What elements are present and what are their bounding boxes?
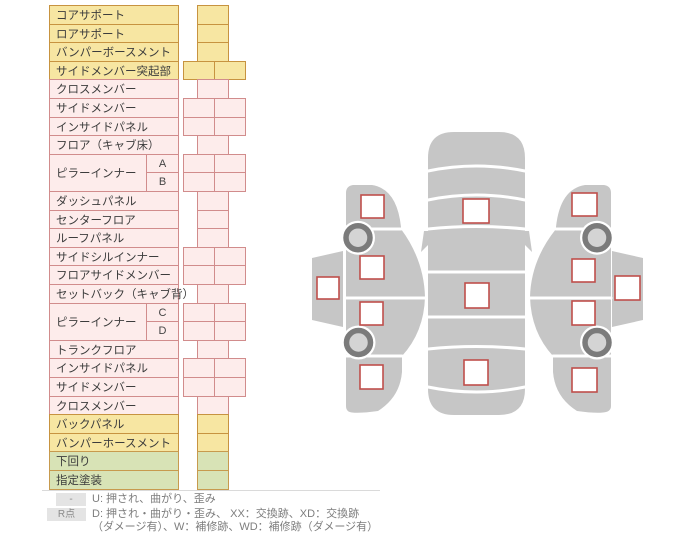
marker-left-side-rear-door[interactable] bbox=[359, 301, 384, 326]
marker-right-side-rear-door[interactable] bbox=[571, 300, 596, 326]
grade-cell[interactable] bbox=[183, 303, 215, 322]
marker-left-side-front-door[interactable] bbox=[359, 255, 385, 280]
grade-cell[interactable] bbox=[197, 470, 229, 490]
part-label: ピラーインナー bbox=[49, 303, 147, 341]
part-label: サイドメンバー bbox=[49, 98, 179, 118]
top-view-section-line bbox=[426, 225, 527, 231]
grade-cell[interactable] bbox=[183, 265, 215, 285]
marker-top-trunk[interactable] bbox=[463, 359, 489, 386]
right-rear-wheel-icon bbox=[582, 327, 612, 358]
top-view-section-line bbox=[426, 193, 527, 202]
grade-cell[interactable] bbox=[214, 61, 246, 80]
marker-right-side-front-door[interactable] bbox=[571, 258, 596, 283]
marker-top-hood[interactable] bbox=[462, 198, 490, 224]
grade-cell[interactable] bbox=[214, 265, 246, 285]
damage-markers bbox=[316, 192, 641, 393]
grade-cell[interactable] bbox=[183, 117, 215, 136]
grade-cell[interactable] bbox=[183, 61, 215, 80]
right-front-wheel-icon bbox=[582, 222, 612, 253]
part-label: ダッシュパネル bbox=[49, 191, 179, 211]
legend-text-r-line2: （ダメージ有）、W：補修跡、WD：補修跡（ダメージ有） bbox=[92, 521, 379, 533]
top-view-section-line bbox=[426, 385, 527, 394]
grade-cell[interactable] bbox=[183, 321, 215, 341]
part-label: コアサポート bbox=[49, 5, 179, 25]
grade-cell[interactable] bbox=[214, 303, 246, 322]
grade-cell[interactable] bbox=[183, 98, 215, 118]
part-label: センターフロア bbox=[49, 210, 179, 229]
part-label: クロスメンバー bbox=[49, 79, 179, 99]
grade-cell[interactable] bbox=[197, 79, 229, 99]
grade-cell[interactable] bbox=[183, 358, 215, 378]
grade-cell[interactable] bbox=[197, 284, 229, 304]
part-label: ピラーインナー bbox=[49, 154, 147, 192]
parts-damage-table: コアサポート ロアサポート バンパーボースメント サイドメンバー突起部 クロスメンバーサ… bbox=[49, 0, 299, 492]
grade-cell[interactable] bbox=[214, 247, 246, 266]
marker-right-side-front-fender[interactable] bbox=[571, 192, 598, 217]
grade-cell[interactable] bbox=[214, 98, 246, 118]
part-label: バンパーホースメント bbox=[49, 433, 179, 452]
part-label: 指定塗装 bbox=[49, 470, 179, 490]
legend-divider bbox=[42, 490, 380, 491]
legend-key-u: - bbox=[56, 493, 86, 506]
legend-key-rten: R点 bbox=[47, 508, 86, 521]
part-label: バックパネル bbox=[49, 414, 179, 434]
pillar-sub-label: C bbox=[146, 303, 179, 322]
grade-cell[interactable] bbox=[197, 396, 229, 415]
pillar-sub-label: B bbox=[146, 172, 179, 192]
grade-cell[interactable] bbox=[197, 210, 229, 229]
part-label: サイドメンバー bbox=[49, 377, 179, 397]
top-view-section-line bbox=[426, 345, 527, 351]
part-label: バンパーボースメント bbox=[49, 42, 179, 62]
part-label: フロアサイドメンバー bbox=[49, 265, 179, 285]
grade-cell[interactable] bbox=[183, 247, 215, 266]
marker-top-roof[interactable] bbox=[464, 282, 490, 309]
grade-cell[interactable] bbox=[197, 414, 229, 434]
legend-text-r-line1: D: 押され・曲がり・歪み、 XX：交換跡、XD：交換跡 bbox=[92, 508, 360, 520]
car-top-right-mirror-wing bbox=[511, 231, 532, 252]
grade-cell[interactable] bbox=[183, 377, 215, 397]
part-label: セットバック（キャブ背） bbox=[49, 284, 194, 304]
part-label: クロスメンバー bbox=[49, 396, 179, 415]
car-diagram bbox=[312, 132, 643, 415]
grade-cell[interactable] bbox=[197, 340, 229, 359]
part-label: ロアサポート bbox=[49, 24, 179, 43]
grade-cell[interactable] bbox=[214, 154, 246, 173]
car-top-left-mirror-wing bbox=[421, 231, 442, 252]
marker-left-side-sill[interactable] bbox=[316, 276, 340, 300]
legend-text-u: U: 押され、曲がり、歪み bbox=[92, 493, 216, 505]
grade-cell[interactable] bbox=[197, 135, 229, 155]
grade-cell[interactable] bbox=[197, 228, 229, 248]
part-label: サイドメンバー突起部 bbox=[49, 61, 179, 80]
part-label: フロア（キャブ床） bbox=[49, 135, 179, 155]
grade-cell[interactable] bbox=[214, 358, 246, 378]
grade-cell[interactable] bbox=[197, 451, 229, 471]
grade-cell[interactable] bbox=[214, 117, 246, 136]
grade-cell[interactable] bbox=[197, 433, 229, 452]
part-label: インサイドパネル bbox=[49, 117, 179, 136]
part-label: サイドシルインナー bbox=[49, 247, 179, 266]
marker-right-side-rear-fender[interactable] bbox=[571, 367, 598, 393]
marker-right-side-sill[interactable] bbox=[614, 275, 641, 301]
grade-cell[interactable] bbox=[197, 42, 229, 62]
part-label: ルーフパネル bbox=[49, 228, 179, 248]
grade-cell[interactable] bbox=[197, 5, 229, 25]
marker-left-side-rear-fender[interactable] bbox=[359, 364, 384, 390]
part-label: 下回り bbox=[49, 451, 179, 471]
grade-cell[interactable] bbox=[214, 321, 246, 341]
grade-cell[interactable] bbox=[214, 377, 246, 397]
grade-cell[interactable] bbox=[183, 172, 215, 192]
pillar-sub-label: A bbox=[146, 154, 179, 173]
marker-left-side-front-fender[interactable] bbox=[360, 194, 385, 219]
left-front-wheel-icon bbox=[343, 222, 373, 253]
pillar-sub-label: D bbox=[146, 321, 179, 341]
grade-cell[interactable] bbox=[197, 24, 229, 43]
grade-cell[interactable] bbox=[183, 154, 215, 173]
left-rear-wheel-icon bbox=[343, 327, 374, 358]
part-label: インサイドパネル bbox=[49, 358, 179, 378]
part-label: トランクフロア bbox=[49, 340, 179, 359]
grade-cell[interactable] bbox=[214, 172, 246, 192]
top-view-section-line bbox=[426, 164, 527, 173]
grade-cell[interactable] bbox=[197, 191, 229, 211]
